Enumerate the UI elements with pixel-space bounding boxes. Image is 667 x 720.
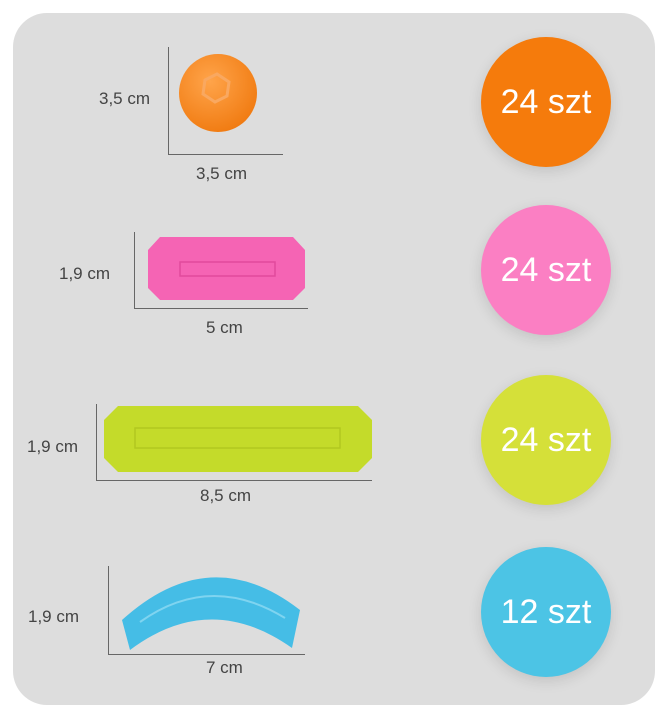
height-label: 1,9 cm — [27, 437, 79, 456]
count-badge: 24 szt — [481, 37, 611, 167]
count-badge: 24 szt — [481, 205, 611, 335]
width-label: 7 cm — [206, 658, 243, 677]
height-label: 3,5 cm — [99, 89, 151, 108]
height-label: 1,9 cm — [59, 264, 111, 283]
short-rod-piece — [148, 237, 305, 300]
ball-emboss — [201, 72, 231, 104]
height-label: 1,9 cm — [28, 607, 80, 626]
dimension-line — [168, 47, 169, 154]
count-badge: 24 szt — [481, 375, 611, 505]
width-label: 5 cm — [206, 318, 243, 337]
width-label: 3,5 cm — [196, 164, 248, 183]
dimension-line — [168, 154, 283, 155]
dimension-line — [96, 404, 97, 480]
ball-piece — [179, 54, 257, 132]
width-label: 8,5 cm — [200, 486, 252, 505]
curved-piece — [122, 577, 300, 650]
dimension-line — [108, 654, 305, 655]
dimension-line — [96, 480, 372, 481]
count-badge: 12 szt — [481, 547, 611, 677]
dimension-line — [134, 308, 308, 309]
dimension-line — [108, 566, 109, 654]
long-rod-piece — [104, 406, 372, 472]
dimension-line — [134, 232, 135, 308]
